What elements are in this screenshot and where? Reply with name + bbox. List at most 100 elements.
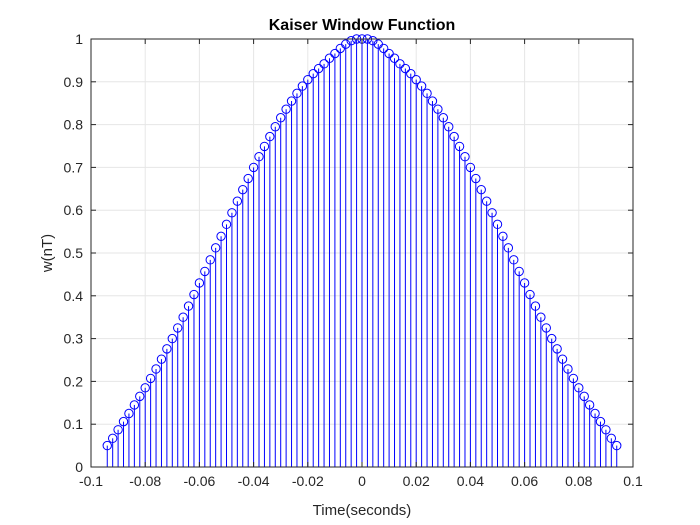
stem-marker xyxy=(536,312,546,322)
stem-marker xyxy=(378,43,389,54)
y-tick-label: 0.7 xyxy=(64,159,84,175)
stem-marker xyxy=(563,364,573,374)
x-tick-labels: -0.1 -0.08 -0.06 -0.04 -0.02 0 0.02 0.04 0.06 0.0… xyxy=(79,473,643,489)
stem-marker xyxy=(590,408,600,419)
y-tick-label: 0.1 xyxy=(64,416,84,432)
stem-marker xyxy=(492,219,503,230)
stem-marker xyxy=(216,231,226,242)
stem-marker xyxy=(200,266,210,277)
stem-marker xyxy=(194,278,205,288)
stem-marker xyxy=(140,383,150,393)
stem-marker xyxy=(612,440,622,451)
x-tick-label: -0.1 xyxy=(79,473,103,489)
stem-marker xyxy=(292,88,302,99)
stem-marker xyxy=(151,364,161,374)
y-tick-label: 0.2 xyxy=(64,373,84,389)
stem-marker xyxy=(433,104,443,114)
stem-marker xyxy=(574,383,584,393)
stem-marker xyxy=(530,301,541,311)
stem-marker xyxy=(210,243,221,253)
stem-marker xyxy=(183,301,194,311)
stem-marker xyxy=(519,278,530,288)
stem-marker xyxy=(547,333,557,344)
stem-marker xyxy=(606,433,617,444)
y-tick-labels: 0 0.1 0.2 0.3 0.4 0.5 0.6 0.7 0.8 0.9 1 xyxy=(64,31,84,475)
stem-marker xyxy=(427,96,438,106)
stem-marker xyxy=(113,425,123,435)
y-tick-label: 1 xyxy=(75,31,83,47)
chart-title: Kaiser Window Function xyxy=(269,17,456,34)
y-tick-label: 0.4 xyxy=(64,288,84,304)
y-tick-label: 0.3 xyxy=(64,331,84,347)
stem-marker xyxy=(276,113,286,123)
stem-marker xyxy=(205,255,215,265)
stem-marker xyxy=(135,391,145,402)
stem-marker xyxy=(129,400,140,410)
x-tick-label: 0.06 xyxy=(511,473,538,489)
stem-marker xyxy=(265,131,275,142)
stem-marker xyxy=(514,266,524,277)
stem-marker xyxy=(601,425,611,435)
stem-marker xyxy=(471,173,481,184)
x-axis-label: Time(seconds) xyxy=(313,502,412,519)
stem-marker xyxy=(232,196,243,206)
stem-marker xyxy=(368,36,378,46)
stem-marker xyxy=(124,408,134,419)
stem-marker xyxy=(167,333,178,344)
stem-marker xyxy=(509,255,519,265)
x-tick-label: 0.02 xyxy=(403,473,430,489)
y-tick-label: 0.9 xyxy=(64,74,84,90)
stem-marker xyxy=(297,81,308,91)
stem-marker xyxy=(595,416,606,427)
stem-marker xyxy=(389,53,400,63)
stem-marker xyxy=(487,208,497,218)
stem-marker xyxy=(313,63,324,74)
stem-marker xyxy=(178,312,188,322)
stem-marker xyxy=(308,68,318,79)
y-tick-label: 0 xyxy=(75,459,83,475)
stem-marker xyxy=(454,141,465,152)
stem-marker xyxy=(221,219,232,230)
stem-marker xyxy=(422,88,432,99)
stem-marker xyxy=(568,373,579,384)
markers-layer xyxy=(102,34,622,451)
stem-marker xyxy=(118,416,129,427)
stem-marker xyxy=(465,162,476,173)
stem-marker xyxy=(449,131,459,142)
stem-marker xyxy=(189,289,199,300)
stem-marker xyxy=(281,104,291,114)
stem-marker xyxy=(156,354,167,364)
stems-layer xyxy=(106,39,618,467)
stem-marker xyxy=(319,59,329,69)
stem-marker xyxy=(227,208,237,218)
stem-marker xyxy=(341,39,351,49)
ticks-layer xyxy=(90,38,634,468)
stem-marker xyxy=(259,141,270,152)
stem-marker xyxy=(416,81,427,91)
x-tick-label: 0 xyxy=(358,473,366,489)
stem-marker xyxy=(395,59,405,69)
y-tick-label: 0.8 xyxy=(64,117,84,133)
x-tick-label: 0.04 xyxy=(457,473,484,489)
stem-marker xyxy=(303,74,313,85)
stem-marker xyxy=(438,113,448,123)
stem-marker xyxy=(579,391,589,402)
stem-marker xyxy=(503,243,514,253)
stem-marker xyxy=(400,63,411,74)
stem-marker xyxy=(145,373,156,384)
stem-marker xyxy=(557,354,568,364)
stem-marker xyxy=(248,162,259,173)
stem-marker xyxy=(346,36,356,46)
x-tick-label: -0.08 xyxy=(129,473,161,489)
stem-marker xyxy=(384,48,394,59)
stem-marker xyxy=(162,344,172,354)
stem-marker xyxy=(173,323,183,333)
x-tick-label: -0.04 xyxy=(238,473,270,489)
stem-marker xyxy=(270,122,280,132)
y-axis-label: w(nT) xyxy=(39,234,56,273)
stem-marker xyxy=(525,289,535,300)
stem-marker xyxy=(476,184,486,195)
stem-marker xyxy=(411,74,421,85)
